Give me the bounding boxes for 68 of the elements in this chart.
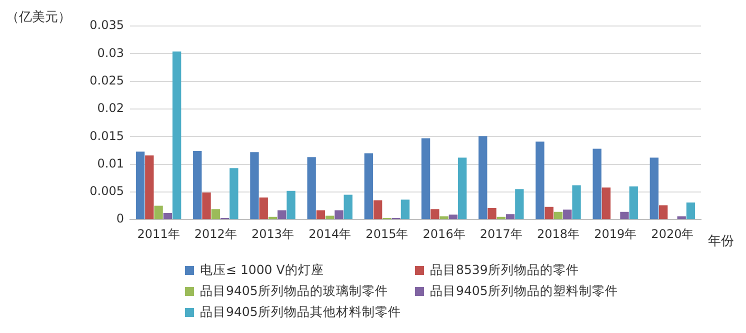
bar <box>400 200 410 220</box>
bar <box>629 186 638 220</box>
bar <box>515 189 524 220</box>
bar <box>172 51 182 220</box>
y-tick-label: 0.02 <box>97 101 124 116</box>
bar <box>421 138 430 220</box>
legend-label: 品目9405所列物品的玻璃制零件 <box>200 283 388 300</box>
bar <box>506 214 515 220</box>
bar <box>286 190 296 220</box>
bar <box>334 210 344 220</box>
bar <box>458 158 467 220</box>
bar <box>572 185 581 220</box>
bar <box>440 216 448 220</box>
x-tick-label: 2020年 <box>651 226 694 241</box>
bar <box>658 205 668 220</box>
bar <box>536 142 544 220</box>
bar <box>230 168 238 220</box>
y-tick-label: 0.035 <box>90 18 124 32</box>
x-tick-label: 2014年 <box>308 226 352 241</box>
bar <box>316 210 326 220</box>
bar <box>326 216 334 220</box>
y-tick-label: 0.01 <box>97 156 124 170</box>
y-tick-label: 0.025 <box>90 73 124 88</box>
bar <box>250 152 259 220</box>
bar <box>430 209 440 220</box>
bar <box>602 188 611 220</box>
bar <box>259 197 268 220</box>
x-axis-title: 年份 <box>708 233 734 250</box>
legend-label: 品目9405所列物品其他材料制零件 <box>200 304 401 321</box>
x-tick-label: 2018年 <box>536 226 580 241</box>
x-tick-label: 2015年 <box>366 226 408 241</box>
bar <box>373 200 382 220</box>
bar <box>544 206 554 220</box>
y-tick-label: 0.005 <box>90 184 124 198</box>
x-tick-label: 2013年 <box>251 226 294 241</box>
bar <box>620 212 629 220</box>
x-tick-label: 2019年 <box>594 226 637 241</box>
bar <box>193 151 202 220</box>
y-axis-title: （亿美元） <box>6 9 71 26</box>
bar <box>554 212 563 220</box>
bar <box>364 153 374 220</box>
x-tick-label: 2017年 <box>480 226 522 241</box>
bar <box>344 194 352 220</box>
bar <box>448 214 458 220</box>
legend-label: 品目8539所列物品的零件 <box>430 262 579 279</box>
legend-label: 电压≤ 1000 V的灯座 <box>200 262 324 279</box>
bar <box>136 152 145 220</box>
bar <box>686 202 696 220</box>
bar <box>563 210 572 220</box>
bar <box>650 158 659 220</box>
bar <box>488 208 496 220</box>
x-tick-label: 2016年 <box>422 226 466 241</box>
bar <box>154 206 163 220</box>
bar <box>478 136 488 220</box>
bar <box>307 157 316 220</box>
bar <box>145 155 154 220</box>
legend-label: 品目9405所列物品的塑料制零件 <box>430 283 618 300</box>
bar <box>211 209 220 220</box>
y-tick-label: 0.03 <box>97 46 124 60</box>
y-tick-label: 0.015 <box>90 128 124 143</box>
y-tick-label: 0 <box>116 212 124 226</box>
bar <box>202 192 211 220</box>
bar <box>592 148 602 220</box>
bar <box>677 216 686 220</box>
x-tick-label: 2011年 <box>137 226 180 241</box>
bar <box>163 212 172 220</box>
bar <box>278 210 286 220</box>
x-tick-label: 2012年 <box>194 226 237 241</box>
